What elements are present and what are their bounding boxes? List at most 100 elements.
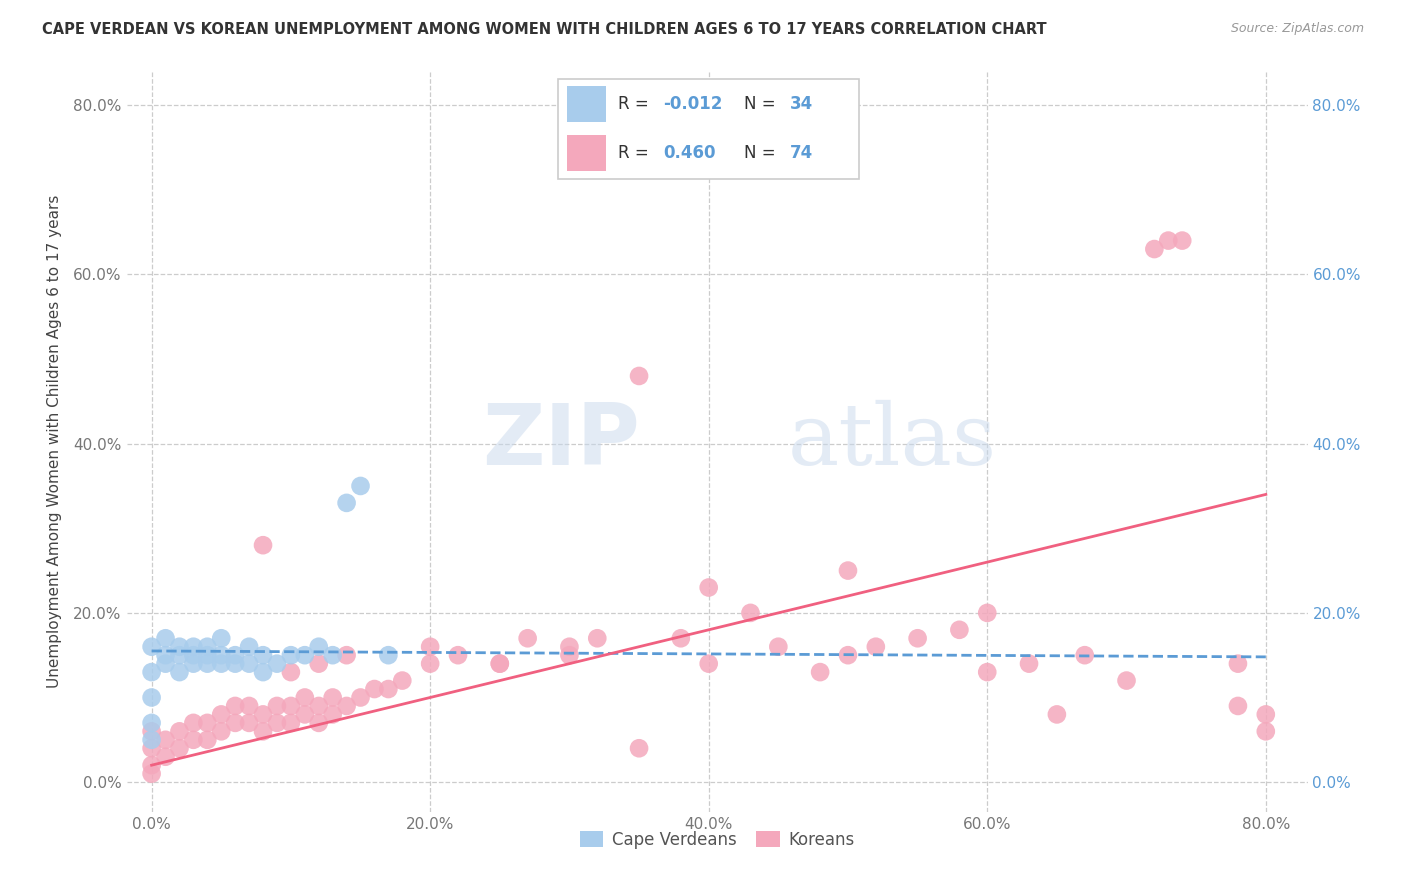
Point	[195, 715, 218, 730]
Point	[141, 741, 163, 756]
Point	[447, 648, 470, 663]
Point	[488, 657, 510, 671]
Point	[183, 648, 205, 663]
Point	[141, 690, 163, 705]
Point	[209, 632, 232, 646]
Point	[1226, 698, 1249, 713]
Point	[516, 632, 538, 646]
Point	[209, 724, 232, 739]
Point	[238, 640, 260, 654]
Point	[391, 673, 413, 688]
Point	[837, 564, 859, 578]
Point	[266, 715, 288, 730]
Point	[308, 657, 330, 671]
Point	[141, 715, 163, 730]
Point	[1115, 673, 1137, 688]
Point	[169, 741, 191, 756]
Point	[976, 665, 998, 679]
Point	[280, 648, 302, 663]
Text: Source: ZipAtlas.com: Source: ZipAtlas.com	[1230, 22, 1364, 36]
Point	[377, 648, 399, 663]
Point	[488, 657, 510, 671]
Point	[1254, 724, 1277, 739]
Point	[169, 648, 191, 663]
Point	[238, 698, 260, 713]
Y-axis label: Unemployment Among Women with Children Ages 6 to 17 years: Unemployment Among Women with Children A…	[46, 194, 62, 689]
Point	[252, 648, 274, 663]
Point	[586, 632, 609, 646]
Point	[740, 606, 762, 620]
Point	[322, 648, 344, 663]
Point	[808, 665, 831, 679]
Point	[209, 657, 232, 671]
Point	[266, 698, 288, 713]
Point	[1143, 242, 1166, 256]
Point	[155, 648, 177, 663]
Point	[976, 606, 998, 620]
Point	[141, 766, 163, 780]
Point	[183, 715, 205, 730]
Point	[238, 657, 260, 671]
Point	[195, 640, 218, 654]
Point	[169, 665, 191, 679]
Point	[336, 698, 359, 713]
Point	[558, 640, 581, 654]
Point	[322, 707, 344, 722]
Point	[308, 698, 330, 713]
Point	[1157, 234, 1180, 248]
Point	[141, 665, 163, 679]
Point	[266, 657, 288, 671]
Point	[155, 749, 177, 764]
Point	[628, 368, 651, 383]
Point	[155, 632, 177, 646]
Point	[195, 732, 218, 747]
Point	[141, 724, 163, 739]
Point	[209, 648, 232, 663]
Point	[141, 732, 163, 747]
Point	[1226, 657, 1249, 671]
Point	[280, 698, 302, 713]
Point	[209, 707, 232, 722]
Point	[349, 690, 371, 705]
Point	[377, 681, 399, 696]
Point	[280, 665, 302, 679]
Point	[336, 496, 359, 510]
Legend: Cape Verdeans, Koreans: Cape Verdeans, Koreans	[574, 824, 860, 855]
Point	[363, 681, 385, 696]
Point	[865, 640, 887, 654]
Point	[308, 640, 330, 654]
Point	[252, 665, 274, 679]
Point	[141, 640, 163, 654]
Point	[252, 707, 274, 722]
Point	[697, 657, 720, 671]
Point	[1018, 657, 1040, 671]
Point	[768, 640, 790, 654]
Point	[141, 758, 163, 772]
Point	[252, 538, 274, 552]
Point	[1074, 648, 1097, 663]
Point	[697, 581, 720, 595]
Point	[252, 724, 274, 739]
Point	[948, 623, 970, 637]
Point	[419, 640, 441, 654]
Point	[224, 715, 246, 730]
Point	[1254, 707, 1277, 722]
Point	[169, 724, 191, 739]
Point	[628, 741, 651, 756]
Point	[183, 640, 205, 654]
Point	[336, 648, 359, 663]
Point	[837, 648, 859, 663]
Text: CAPE VERDEAN VS KOREAN UNEMPLOYMENT AMONG WOMEN WITH CHILDREN AGES 6 TO 17 YEARS: CAPE VERDEAN VS KOREAN UNEMPLOYMENT AMON…	[42, 22, 1047, 37]
Point	[224, 698, 246, 713]
Point	[322, 690, 344, 705]
Point	[1046, 707, 1069, 722]
Point	[238, 715, 260, 730]
Point	[183, 657, 205, 671]
Point	[294, 690, 316, 705]
Text: ZIP: ZIP	[482, 400, 640, 483]
Point	[155, 657, 177, 671]
Point	[280, 715, 302, 730]
Point	[224, 657, 246, 671]
Point	[183, 732, 205, 747]
Point	[169, 640, 191, 654]
